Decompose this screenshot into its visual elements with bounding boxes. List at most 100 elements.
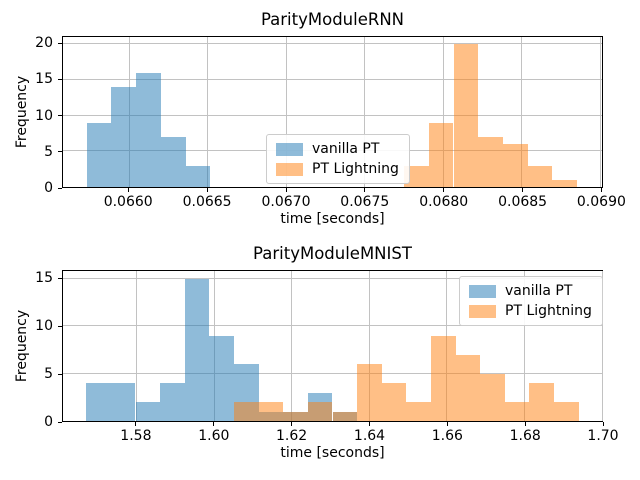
- legend-label: vanilla PT: [312, 141, 380, 157]
- legend-swatch-vanilla-pt: [469, 284, 496, 298]
- x-tick-label: 1.62: [276, 428, 308, 444]
- x-tick-label: 1.64: [353, 428, 386, 444]
- histogram-bar: [455, 354, 481, 421]
- x-axis-label: time [seconds]: [280, 445, 385, 461]
- x-tick-mark: [135, 422, 137, 426]
- plot-area: vanilla PT PT Lightning: [62, 270, 603, 422]
- gridline: [599, 37, 601, 187]
- histogram-bar: [86, 383, 111, 421]
- x-tick-label: 1.58: [120, 428, 152, 444]
- histogram-bar: [136, 72, 161, 187]
- y-tick-mark: [58, 115, 62, 117]
- gridline: [523, 271, 525, 421]
- gridline: [63, 43, 602, 45]
- x-tick-label: 1.60: [198, 428, 230, 444]
- x-tick-label: 0.0690: [576, 194, 626, 210]
- y-tick-label: 10: [35, 107, 53, 124]
- histogram-bar: [307, 402, 333, 421]
- legend: vanilla PT PT Lightning: [459, 276, 603, 326]
- histogram-bar: [403, 165, 429, 187]
- legend-swatch-pt-lightning: [276, 162, 303, 176]
- x-tick-label: 0.0675: [340, 194, 390, 210]
- y-tick-mark: [58, 277, 62, 279]
- x-tick-mark: [446, 422, 448, 426]
- histogram-bar: [86, 122, 112, 187]
- gridline: [364, 37, 366, 187]
- gridline: [136, 271, 138, 421]
- histogram-bar: [160, 137, 186, 187]
- legend-item-pt-lightning: PT Lightning: [469, 303, 592, 319]
- y-tick-label: 10: [35, 318, 53, 334]
- histogram-bar: [111, 87, 137, 187]
- histogram-bar: [527, 165, 553, 187]
- x-tick-label: 1.70: [587, 428, 619, 444]
- y-tick-label: 15: [35, 71, 53, 88]
- histogram-bar: [430, 335, 456, 421]
- histogram-bar: [480, 373, 505, 421]
- gridline: [442, 37, 444, 187]
- legend-swatch-pt-lightning: [469, 304, 496, 318]
- x-tick-mark: [443, 188, 445, 192]
- gridline: [601, 271, 603, 421]
- plot-area: vanilla PT PT Lightning: [62, 36, 603, 188]
- x-axis-label: time [seconds]: [280, 211, 385, 227]
- gridline: [63, 372, 602, 374]
- x-tick-mark: [522, 188, 524, 192]
- x-tick-label: 1.66: [431, 428, 463, 444]
- histogram-bar: [332, 411, 358, 421]
- legend-swatch-vanilla-pt: [276, 142, 303, 156]
- histogram-bar: [258, 402, 284, 421]
- y-tick-mark: [58, 325, 62, 327]
- x-tick-mark: [600, 188, 602, 192]
- histogram-bar: [478, 137, 503, 187]
- histogram-bar: [552, 179, 578, 187]
- gridline: [63, 325, 602, 327]
- y-tick-mark: [58, 187, 62, 189]
- x-tick-mark: [369, 422, 370, 426]
- y-tick-label: 5: [44, 366, 53, 382]
- x-tick-label: 0.0665: [182, 194, 232, 210]
- legend-item-pt-lightning: PT Lightning: [276, 161, 399, 177]
- legend-label: PT Lightning: [312, 161, 399, 177]
- y-tick-label: 0: [44, 414, 53, 430]
- y-tick-mark: [58, 151, 62, 153]
- plot-title: ParityModuleMNIST: [253, 244, 412, 263]
- y-tick-label: 5: [44, 143, 53, 160]
- legend-item-vanilla-pt: vanilla PT: [276, 141, 399, 157]
- gridline: [63, 277, 602, 279]
- histogram-bar: [135, 402, 161, 421]
- histogram-bar: [503, 144, 528, 187]
- histogram-bar: [209, 335, 234, 421]
- histogram-bar: [453, 44, 479, 187]
- y-tick-mark: [58, 373, 62, 375]
- gridline: [285, 37, 287, 187]
- gridline: [521, 37, 523, 187]
- histogram-bar: [160, 383, 185, 421]
- histogram-bar: [554, 402, 579, 421]
- y-tick-mark: [58, 78, 62, 80]
- gridline: [368, 271, 370, 421]
- x-tick-label: 1.68: [509, 428, 541, 444]
- x-tick-mark: [285, 188, 287, 192]
- x-tick-mark: [291, 422, 293, 426]
- gridline: [63, 78, 602, 80]
- histogram-bar: [504, 402, 530, 421]
- legend-label: vanilla PT: [505, 283, 573, 299]
- x-tick-mark: [602, 422, 604, 426]
- x-tick-mark: [524, 422, 526, 426]
- histogram-bar: [185, 165, 211, 187]
- subplot-parity-module-mnist: ParityModuleMNIST Frequency vanilla PT PT…: [0, 240, 640, 480]
- histogram-bar: [283, 411, 308, 421]
- legend-item-vanilla-pt: vanilla PT: [469, 283, 592, 299]
- y-tick-label: 20: [35, 35, 53, 52]
- x-tick-label: 0.0685: [498, 194, 548, 210]
- histogram-bar: [110, 383, 136, 421]
- x-tick-label: 0.0680: [419, 194, 469, 210]
- gridline: [207, 37, 209, 187]
- histogram-bar: [406, 402, 431, 421]
- legend: vanilla PT PT Lightning: [266, 134, 410, 184]
- x-tick-mark: [364, 188, 366, 192]
- subplot-parity-module-rnn: ParityModuleRNN Frequency vanilla PT PT L…: [14, 10, 626, 227]
- x-tick-mark: [206, 188, 208, 192]
